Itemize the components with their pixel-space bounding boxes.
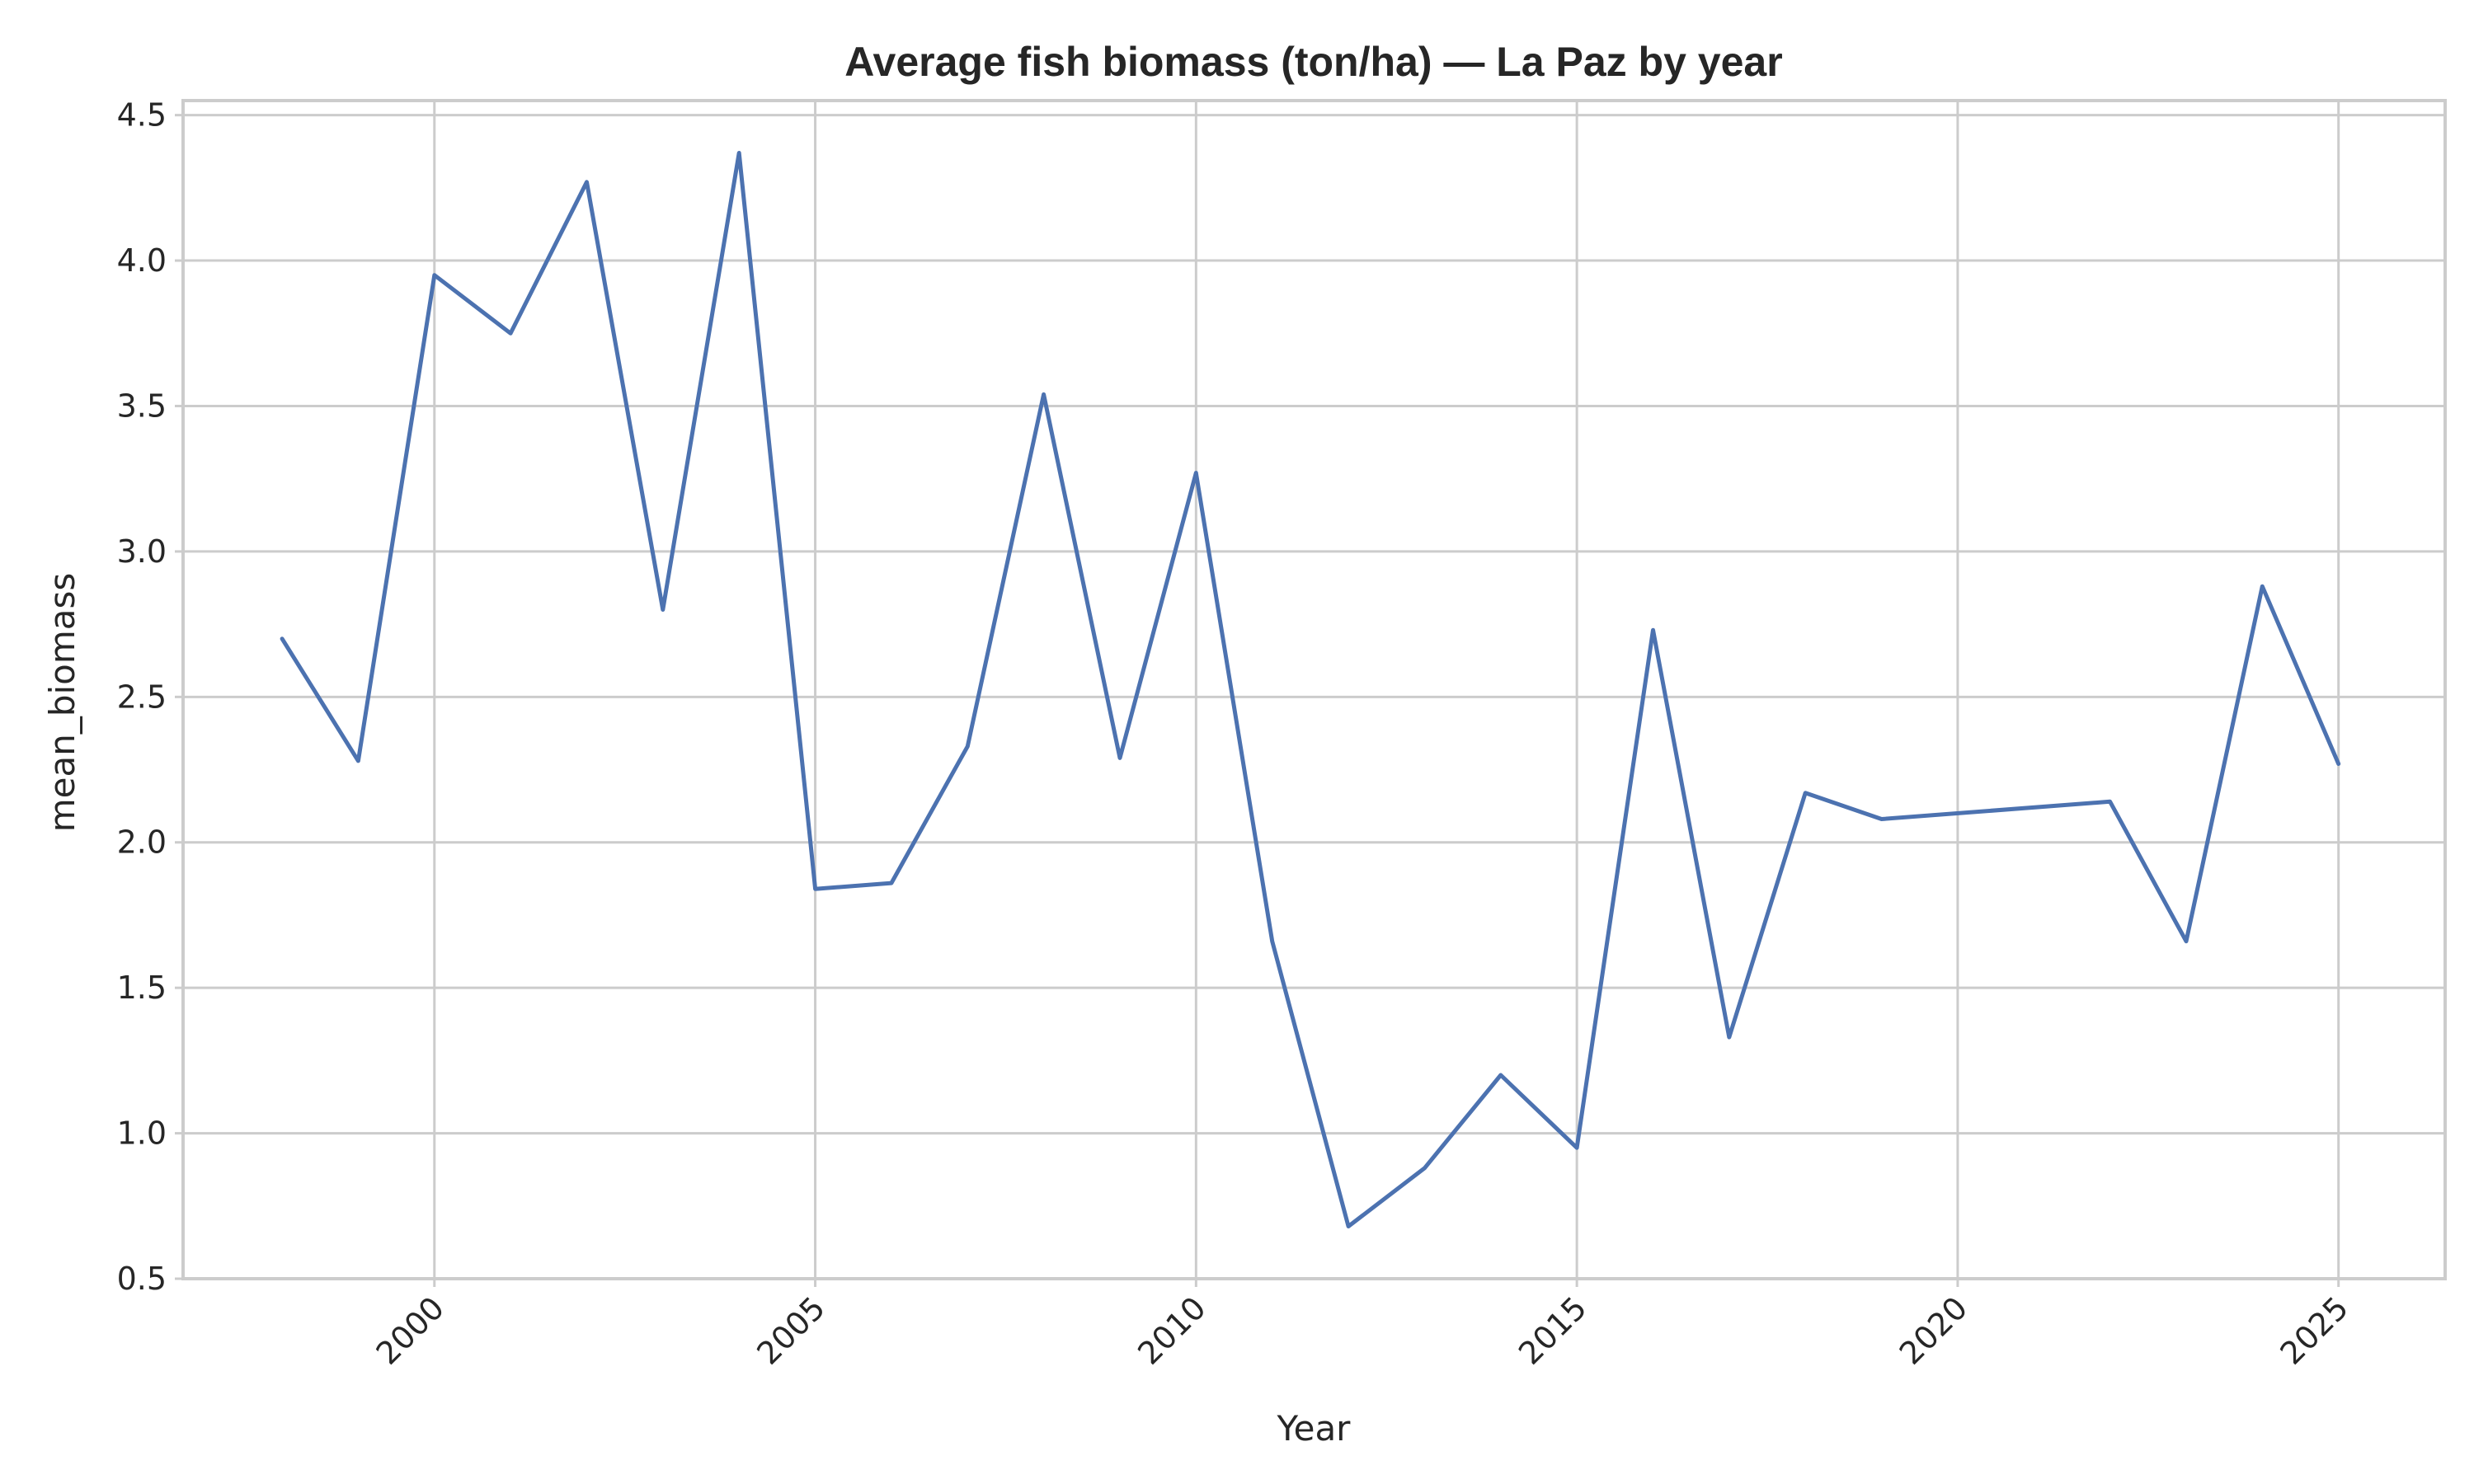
y-tick-label: 0.5 xyxy=(117,1261,167,1297)
data-point xyxy=(1423,1166,1427,1170)
data-point xyxy=(1879,817,1884,821)
y-tick-label: 2.5 xyxy=(117,679,167,715)
x-tick-label: 2005 xyxy=(750,1289,832,1372)
data-point xyxy=(1498,1073,1503,1078)
x-tick-label: 2020 xyxy=(1893,1289,1975,1372)
series-layer xyxy=(280,151,2341,1228)
data-point xyxy=(1042,392,1046,397)
data-point xyxy=(1575,1146,1579,1150)
data-point xyxy=(1347,1224,1351,1228)
data-point xyxy=(280,636,285,641)
y-axis: 0.5 1.0 1.5 2.0 2.5 3.0 3.5 4.0 4.5 xyxy=(117,97,183,1297)
plot-frame xyxy=(181,99,2447,1280)
data-point xyxy=(2108,800,2112,804)
data-point xyxy=(2260,585,2265,589)
series-line-mean-biomass xyxy=(280,151,2341,1228)
x-tick-label: 2015 xyxy=(1512,1289,1594,1372)
data-point xyxy=(1651,628,1655,632)
data-point xyxy=(813,887,817,891)
x-axis: 2000 2005 2010 2015 2020 2025 xyxy=(369,1279,2355,1372)
x-axis-label: Year xyxy=(1277,1408,1352,1449)
y-tick-label: 4.5 xyxy=(117,97,167,134)
data-point xyxy=(509,331,513,336)
chart-title: Average fish biomass (ton/ha) — La Paz b… xyxy=(844,39,1782,85)
data-point xyxy=(585,180,589,184)
y-tick-label: 4.0 xyxy=(117,242,167,279)
data-point xyxy=(1118,756,1122,760)
data-point xyxy=(2185,939,2189,943)
x-tick-label: 2000 xyxy=(369,1289,452,1372)
data-point xyxy=(432,273,436,277)
data-point xyxy=(966,744,970,749)
data-point xyxy=(889,881,893,885)
y-axis-label: mean_biomass xyxy=(42,573,82,833)
x-tick-label: 2025 xyxy=(2274,1289,2356,1372)
data-point xyxy=(737,151,741,155)
data-point xyxy=(1270,939,1274,943)
data-point xyxy=(1194,471,1198,475)
data-point xyxy=(356,758,360,763)
data-point xyxy=(1727,1036,1731,1040)
data-point xyxy=(661,608,665,612)
y-tick-label: 3.5 xyxy=(117,387,167,424)
y-tick-label: 2.0 xyxy=(117,824,167,861)
x-tick-label: 2010 xyxy=(1131,1289,1213,1372)
y-tick-label: 1.0 xyxy=(117,1115,167,1152)
grid xyxy=(183,101,2445,1280)
y-tick-label: 3.0 xyxy=(117,533,167,570)
data-point xyxy=(1804,791,1808,795)
data-point xyxy=(2336,762,2340,766)
y-tick-label: 1.5 xyxy=(117,970,167,1006)
